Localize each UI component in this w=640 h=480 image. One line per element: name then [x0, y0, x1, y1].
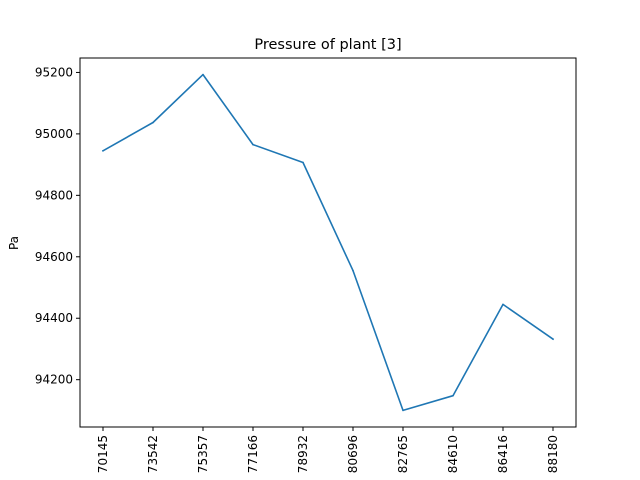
data-point — [202, 73, 204, 76]
data-point — [152, 121, 154, 124]
y-axis-label: Pa — [7, 236, 21, 250]
data-point — [102, 149, 104, 152]
x-tick-label: 77166 — [246, 435, 260, 473]
y-axis: 94200 94400 94600 94800 95000 95200 — [35, 65, 80, 387]
x-tick-label: 70145 — [96, 435, 110, 473]
y-tick-label: 95000 — [35, 127, 73, 141]
x-tick-label: 75357 — [196, 435, 210, 473]
data-point — [552, 338, 554, 340]
data-point — [502, 303, 504, 306]
data-point — [302, 161, 304, 164]
x-tick-label: 86416 — [496, 435, 510, 473]
x-axis: 70145 73542 75357 77166 78932 80696 82765 84610… — [96, 427, 560, 473]
x-tick-label: 78932 — [296, 435, 310, 473]
x-tick-label: 88180 — [546, 435, 560, 473]
x-tick-label: 73542 — [146, 435, 160, 473]
y-tick-label: 94200 — [35, 373, 73, 387]
x-tick-label: 82765 — [396, 435, 410, 473]
plot-area — [101, 73, 555, 412]
x-tick-label: 84610 — [446, 435, 460, 473]
data-point — [252, 143, 254, 146]
chart-title: Pressure of plant [3] — [254, 37, 401, 53]
y-tick-label: 95200 — [35, 65, 73, 79]
y-tick-label: 94800 — [35, 188, 73, 202]
y-tick-label: 94400 — [35, 311, 73, 325]
data-point — [452, 394, 454, 397]
y-tick-label: 94600 — [35, 250, 73, 264]
series-line — [101, 73, 555, 412]
data-point — [352, 269, 354, 272]
data-point — [402, 409, 404, 412]
x-tick-label: 80696 — [346, 435, 360, 473]
plot-frame — [79, 57, 577, 428]
